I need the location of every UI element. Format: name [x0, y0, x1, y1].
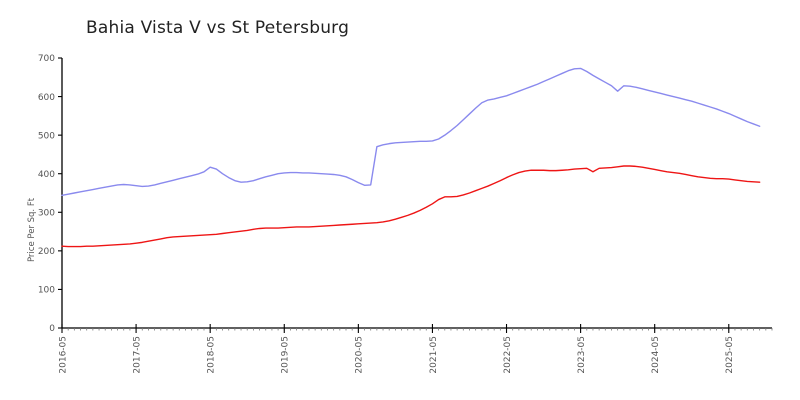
x-axis-tick-label: 2023-05 [577, 336, 587, 374]
y-axis-tick-label: 400 [38, 170, 55, 180]
series-line-bahia-vista-v [61, 67, 761, 197]
x-axis-tick-label: 2016-05 [58, 336, 68, 374]
x-axis-tick-label: 2019-05 [281, 336, 291, 374]
x-axis-tick-label: 2018-05 [207, 336, 217, 374]
series-line-st-petersburg [61, 165, 761, 248]
y-axis-tick-label: 200 [38, 247, 55, 257]
chart-title: Bahia Vista V vs St Petersburg [86, 18, 350, 38]
y-axis-tick-label: 600 [38, 93, 55, 103]
x-axis-tick-label: 2020-05 [355, 336, 365, 374]
x-axis-ticks: 2016-05 2017-05 2018-05 2019-05 2020-05 2021-… [58, 324, 735, 374]
y-axis-tick-label: 0 [49, 324, 55, 334]
y-axis-ticks: 0 100 200 300 400 500 600 700 [38, 54, 62, 334]
x-axis-tick-label: 2025-05 [725, 336, 735, 374]
x-axis-tick-label: 2024-05 [651, 336, 661, 374]
y-axis: 0 100 200 300 400 500 600 700 Price Per Sq. Ft [27, 54, 63, 334]
y-axis-title: Price Per Sq. Ft [27, 197, 37, 262]
series-lines [61, 67, 761, 248]
y-axis-tick-label: 100 [38, 286, 55, 296]
x-axis-tick-label: 2021-05 [429, 336, 439, 374]
x-axis-tick-label: 2017-05 [132, 336, 142, 374]
y-axis-tick-label: 700 [38, 54, 55, 64]
y-axis-tick-label: 500 [38, 131, 55, 141]
x-axis-tick-label: 2022-05 [503, 336, 513, 374]
x-axis: 2016-05 2017-05 2018-05 2019-05 2020-05 2021-… [58, 324, 773, 374]
y-axis-tick-label: 300 [38, 208, 55, 218]
